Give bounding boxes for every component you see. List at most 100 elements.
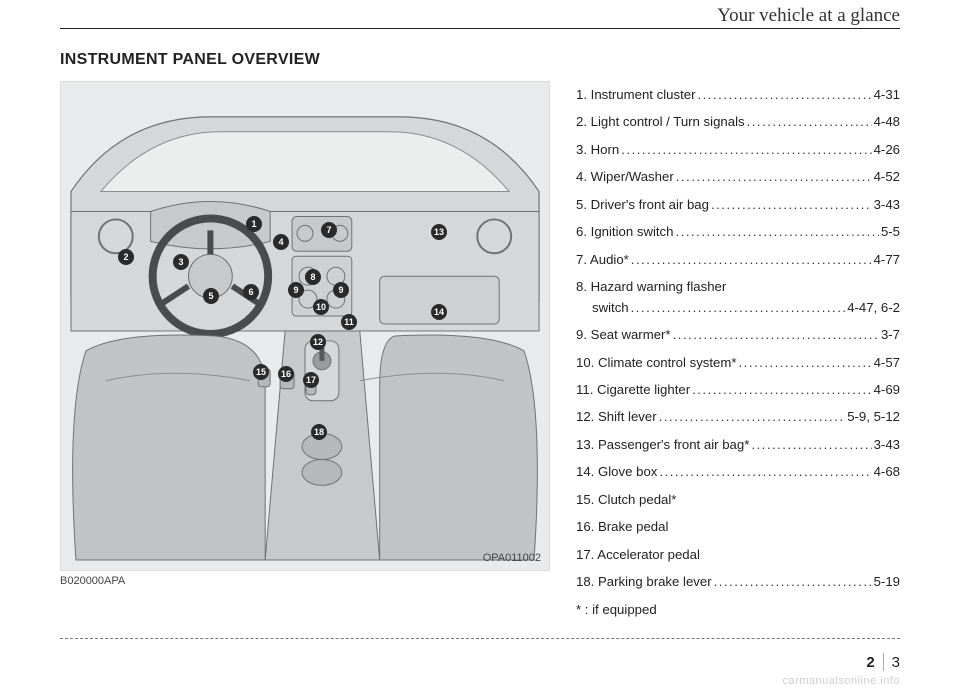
- callout-17: 17: [303, 372, 319, 388]
- header-rule: Your vehicle at a glance: [60, 28, 900, 29]
- legend-page: 3-43: [874, 195, 900, 215]
- legend-label: 4. Wiper/Washer: [576, 167, 674, 187]
- legend-dots: [673, 325, 879, 345]
- legend-label: 7. Audio*: [576, 250, 629, 270]
- dashboard-illustration: [61, 82, 549, 570]
- legend-row: 4. Wiper/Washer 4-52: [576, 167, 900, 187]
- legend-label: 10. Climate control system*: [576, 353, 737, 373]
- legend-dots: [697, 85, 871, 105]
- legend-row: 11. Cigarette lighter 4-69: [576, 380, 900, 400]
- legend-row: 13. Passenger's front air bag* 3-43: [576, 435, 900, 455]
- legend-dots: [659, 462, 871, 482]
- body-row: OPA011002 1234567899101112131415161718 B…: [60, 81, 900, 620]
- legend-page: 4-77: [874, 250, 900, 270]
- legend-label: 6. Ignition switch: [576, 222, 674, 242]
- callout-18: 18: [311, 424, 327, 440]
- legend-sublabel: switch: [576, 298, 629, 318]
- callout-6: 6: [243, 284, 259, 300]
- legend-row: 9. Seat warmer*3-7: [576, 325, 900, 345]
- page-title: INSTRUMENT PANEL OVERVIEW: [60, 51, 900, 69]
- legend-row: 1. Instrument cluster 4-31: [576, 85, 900, 105]
- legend-page: 4-52: [874, 167, 900, 187]
- legend-label: 18. Parking brake lever: [576, 572, 712, 592]
- legend-page: 3-43: [874, 435, 900, 455]
- legend-label: 14. Glove box: [576, 462, 657, 482]
- watermark: carmanualsonline.info: [782, 675, 900, 687]
- legend-dots: [747, 112, 872, 132]
- legend-row: 17. Accelerator pedal: [576, 545, 900, 565]
- legend-label: 16. Brake pedal: [576, 517, 668, 537]
- legend-row: 7. Audio* 4-77: [576, 250, 900, 270]
- callout-15: 15: [253, 364, 269, 380]
- legend-dots: [739, 353, 872, 373]
- callout-13: 13: [431, 224, 447, 240]
- legend-list: 1. Instrument cluster 4-31 2. Light contro…: [576, 81, 900, 620]
- legend-page: 5-5: [881, 222, 900, 242]
- legend-row: 14. Glove box 4-68: [576, 462, 900, 482]
- legend-dots: [659, 407, 846, 427]
- page-in-chapter: 3: [892, 654, 900, 671]
- legend-dots: [631, 250, 872, 270]
- legend-page: 4-68: [874, 462, 900, 482]
- legend-page: 4-69: [874, 380, 900, 400]
- legend-row: 12. Shift lever 5-9, 5-12: [576, 407, 900, 427]
- legend-label: 2. Light control / Turn signals: [576, 112, 745, 132]
- page-number: 2 3: [866, 653, 900, 671]
- callout-9: 9: [288, 282, 304, 298]
- legend-page: 3-7: [881, 325, 900, 345]
- legend-dots: [714, 572, 872, 592]
- legend-dots: [711, 195, 872, 215]
- figure-caption-below: B020000APA: [60, 575, 550, 587]
- legend-label: 3. Horn: [576, 140, 619, 160]
- legend-dots: [676, 222, 879, 242]
- legend-row: 10. Climate control system* 4-57: [576, 353, 900, 373]
- legend-page: 4-47, 6-2: [847, 298, 900, 318]
- legend-dots: [631, 298, 846, 318]
- legend-dots: [692, 380, 871, 400]
- legend-label: 11. Cigarette lighter: [576, 380, 690, 400]
- callout-9: 9: [333, 282, 349, 298]
- callout-11: 11: [341, 314, 357, 330]
- legend-row: switch 4-47, 6-2: [576, 298, 900, 318]
- footer-separator: [60, 638, 900, 639]
- header-section: Your vehicle at a glance: [717, 5, 900, 27]
- legend-dots: [621, 140, 871, 160]
- callout-16: 16: [278, 366, 294, 382]
- legend-label: 17. Accelerator pedal: [576, 545, 700, 565]
- legend-row: 15. Clutch pedal*: [576, 490, 900, 510]
- callout-4: 4: [273, 234, 289, 250]
- legend-row: 8. Hazard warning flasher: [576, 277, 900, 297]
- footnote: * : if equipped: [576, 600, 900, 620]
- legend-label: 1. Instrument cluster: [576, 85, 695, 105]
- callout-7: 7: [321, 222, 337, 238]
- callout-8: 8: [305, 269, 321, 285]
- legend-dots: [676, 167, 872, 187]
- legend-row: 5. Driver's front air bag 3-43: [576, 195, 900, 215]
- legend-label: 15. Clutch pedal*: [576, 490, 676, 510]
- legend-row: 16. Brake pedal: [576, 517, 900, 537]
- callout-10: 10: [313, 299, 329, 315]
- legend-label: 5. Driver's front air bag: [576, 195, 709, 215]
- legend-page: 4-48: [874, 112, 900, 132]
- legend-row: 2. Light control / Turn signals 4-48: [576, 112, 900, 132]
- chapter-number: 2: [866, 654, 874, 671]
- callout-14: 14: [431, 304, 447, 320]
- legend-row: 3. Horn 4-26: [576, 140, 900, 160]
- legend-row: 18. Parking brake lever 5-19: [576, 572, 900, 592]
- dashboard-figure: OPA011002 1234567899101112131415161718: [60, 81, 550, 571]
- page: Your vehicle at a glance INSTRUMENT PANE…: [0, 0, 960, 689]
- legend-page: 4-26: [874, 140, 900, 160]
- legend-label: 12. Shift lever: [576, 407, 657, 427]
- legend-dots: [751, 435, 871, 455]
- callout-3: 3: [173, 254, 189, 270]
- legend-page: 4-31: [874, 85, 900, 105]
- legend-page: 5-9, 5-12: [847, 407, 900, 427]
- figure-col: OPA011002 1234567899101112131415161718 B…: [60, 81, 550, 620]
- callout-12: 12: [310, 334, 326, 350]
- callout-1: 1: [246, 216, 262, 232]
- figure-caption-right: OPA011002: [483, 552, 541, 564]
- legend-page: 5-19: [874, 572, 900, 592]
- legend-row: 6. Ignition switch 5-5: [576, 222, 900, 242]
- legend-label: 13. Passenger's front air bag*: [576, 435, 749, 455]
- legend-page: 4-57: [874, 353, 900, 373]
